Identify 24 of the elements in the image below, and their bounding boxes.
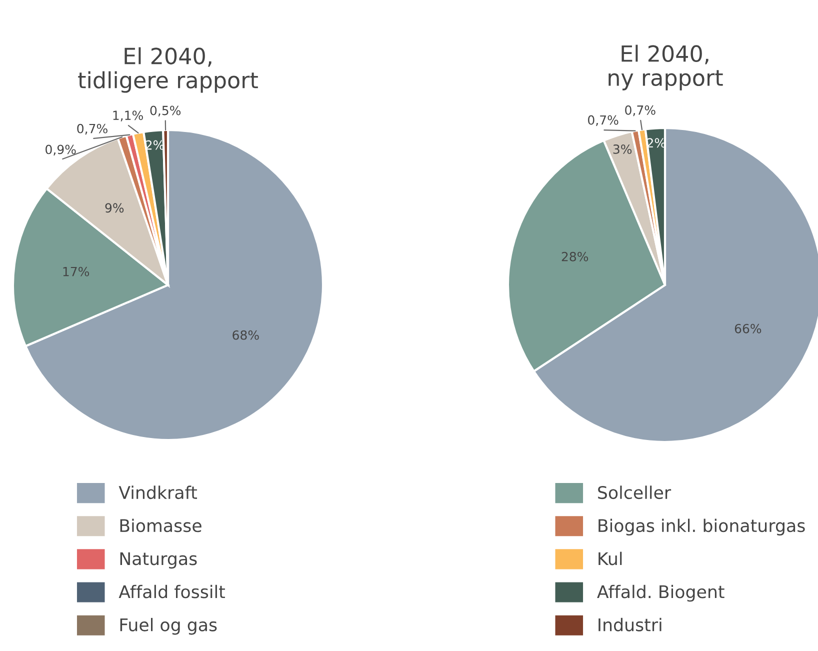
- chart-title: El 2040, tidligere rapport: [78, 47, 258, 93]
- data-label: 3%: [613, 144, 632, 154]
- data-label: 66%: [734, 324, 762, 334]
- data-label: 1,1%: [113, 110, 143, 122]
- legend-label: Fuel og gas: [120, 618, 217, 635]
- data-label: 68%: [232, 330, 259, 340]
- data-label: 0,7%: [77, 124, 108, 135]
- data-label: 0,9%: [46, 144, 76, 156]
- legend-label: Vindkraft: [118, 486, 198, 500]
- legend-label: Industri: [598, 618, 662, 632]
- chart-title: El 2040, ny rapport: [608, 44, 723, 90]
- legend-label: Affald. Biogent: [597, 584, 724, 602]
- data-label: 0,7%: [625, 105, 656, 116]
- legend-label: Naturgas: [120, 552, 197, 569]
- data-label: 17%: [63, 266, 90, 276]
- legend-label: Kul: [598, 552, 622, 566]
- data-label: 9%: [105, 203, 124, 213]
- legend-label: Biomasse: [120, 518, 202, 532]
- legend-label: Solceller: [598, 486, 672, 500]
- legend-label: Biogas inkl. bionaturgas: [598, 518, 805, 536]
- legend-label: Affald fossilt: [118, 584, 225, 598]
- data-label: 28%: [562, 252, 588, 262]
- data-label: 0,5%: [150, 106, 181, 116]
- data-label: 0,7%: [588, 115, 618, 126]
